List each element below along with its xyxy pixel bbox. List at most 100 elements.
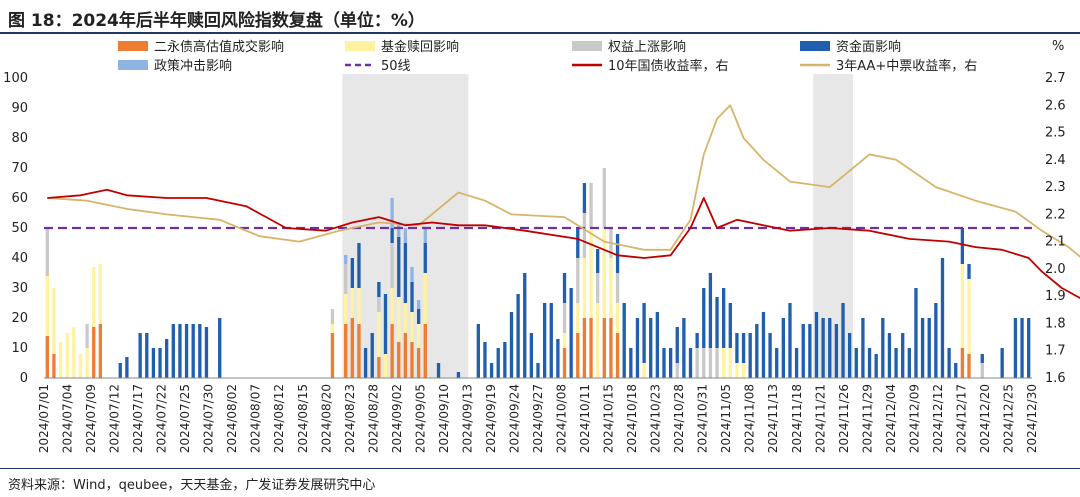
bar-segment [861,318,865,378]
y-left-tick-label: 40 [11,251,28,266]
bar-segment [596,303,600,378]
bar-segment [980,354,984,363]
bar-segment [403,243,408,303]
legend-swatch [800,41,830,51]
bar-segment [874,354,878,378]
legend-swatch [572,41,602,51]
bar-segment [576,333,580,378]
bar-segment [668,348,673,378]
legend-label: 基金赎回影响 [381,39,459,55]
x-tick-label: 2024/11/21 [813,384,827,453]
bar-segment [363,348,368,378]
bar-segment [165,339,169,378]
bar-segment [927,318,931,378]
x-tick-label: 2024/12/04 [884,384,898,453]
bar-segment [960,264,965,348]
y-right-tick-label: 2.7 [1045,71,1066,86]
y-right-tick-label: 2.0 [1045,262,1066,277]
bar-segment [403,228,408,243]
bar-segment [589,183,593,228]
x-tick-label: 2024/11/29 [860,384,874,453]
bar-segment [357,324,361,378]
x-tick-label: 2024/09/27 [531,384,545,453]
bar-segment [582,258,587,318]
bar-segment [934,303,938,378]
bar-segment [344,264,348,294]
x-tick-label: 2024/09/10 [437,384,451,453]
bar-segment [330,309,335,324]
y-right-tick-label: 2.5 [1045,126,1066,141]
bar-segment [171,324,175,378]
bar-segment [562,348,567,378]
bar-segment [410,312,414,342]
legend-label: 50线 [381,59,411,74]
bar-segment [350,288,354,318]
y-right-tick-label: 2.4 [1045,153,1066,168]
bar-segment [397,342,401,378]
bar-segment [887,333,892,378]
bar-segment [847,333,852,378]
bar-segment [794,348,799,378]
bar-segment [357,243,361,288]
bar-segment [390,243,394,288]
bar-segment [675,363,679,378]
bar-segment [523,273,527,378]
bar-segment [834,324,839,378]
x-tick-label: 2024/11/08 [743,384,757,453]
legend-swatch [118,60,148,70]
bar-segment [881,318,885,378]
legend-swatch [118,41,148,51]
source-note: 资料来源：Wind，qeubee，天天基金，广发证券发展研究中心 [8,478,376,493]
bar-segment [416,324,421,348]
bar-segment [635,318,640,378]
bar-segment [728,348,732,378]
bar-segment [350,258,354,288]
x-tick-label: 2024/08/15 [296,384,310,453]
x-tick-label: 2024/11/05 [719,384,733,453]
bar-segment [476,324,480,378]
bar-segment [715,348,719,378]
bar-segment [967,354,971,378]
y-right-tick-label: 1.6 [1045,371,1066,386]
bar-segment [145,333,149,378]
x-tick-label: 2024/07/25 [178,384,192,453]
legend-label: 二永债高估值成交影响 [154,39,284,55]
y-right-tick-label: 1.7 [1045,344,1066,359]
bar-segment [649,318,653,378]
bar-segment [615,234,620,273]
bar-segment [1000,348,1004,378]
bar-segment [191,324,195,378]
bar-segment [344,324,348,378]
x-tick-label: 2024/07/30 [202,384,216,453]
bar-segment [715,297,719,348]
bar-segment [85,324,89,348]
bar-segment [456,372,461,378]
bar-segment [45,276,49,336]
y-left-tick-label: 80 [11,131,28,146]
bar-segment [615,273,620,303]
x-tick-label: 2024/10/08 [555,384,569,453]
y-left-tick-label: 0 [20,371,28,386]
bar-segment [602,318,606,378]
bar-segment [416,309,421,324]
bar-segment [92,327,96,378]
bar-segment [45,228,49,276]
bar-segment [423,273,427,324]
bar-segment [403,303,408,333]
bar-segment [940,258,945,378]
bar-segment [768,333,772,378]
bar-segment [344,294,348,324]
bar-segment [582,213,587,258]
bar-segment [688,348,693,378]
bar-segment [52,354,56,378]
x-tick-label: 2024/07/12 [108,384,122,453]
x-tick-label: 2024/10/23 [649,384,663,453]
bar-segment [383,354,388,378]
figure-title: 图 18：2024年后半年赎回风险指数复盘（单位：%） [8,11,425,31]
bar-segment [357,288,361,324]
bar-segment [377,297,381,312]
bar-segment [503,342,507,378]
redemption-risk-chart: 0 10 20 30 40 50 60 70 80 90 100 1.6 1.7 1.8 1.9 2.0 2.1… [3,39,1080,453]
bar-segment [1027,318,1031,378]
bar-segment [72,327,76,378]
